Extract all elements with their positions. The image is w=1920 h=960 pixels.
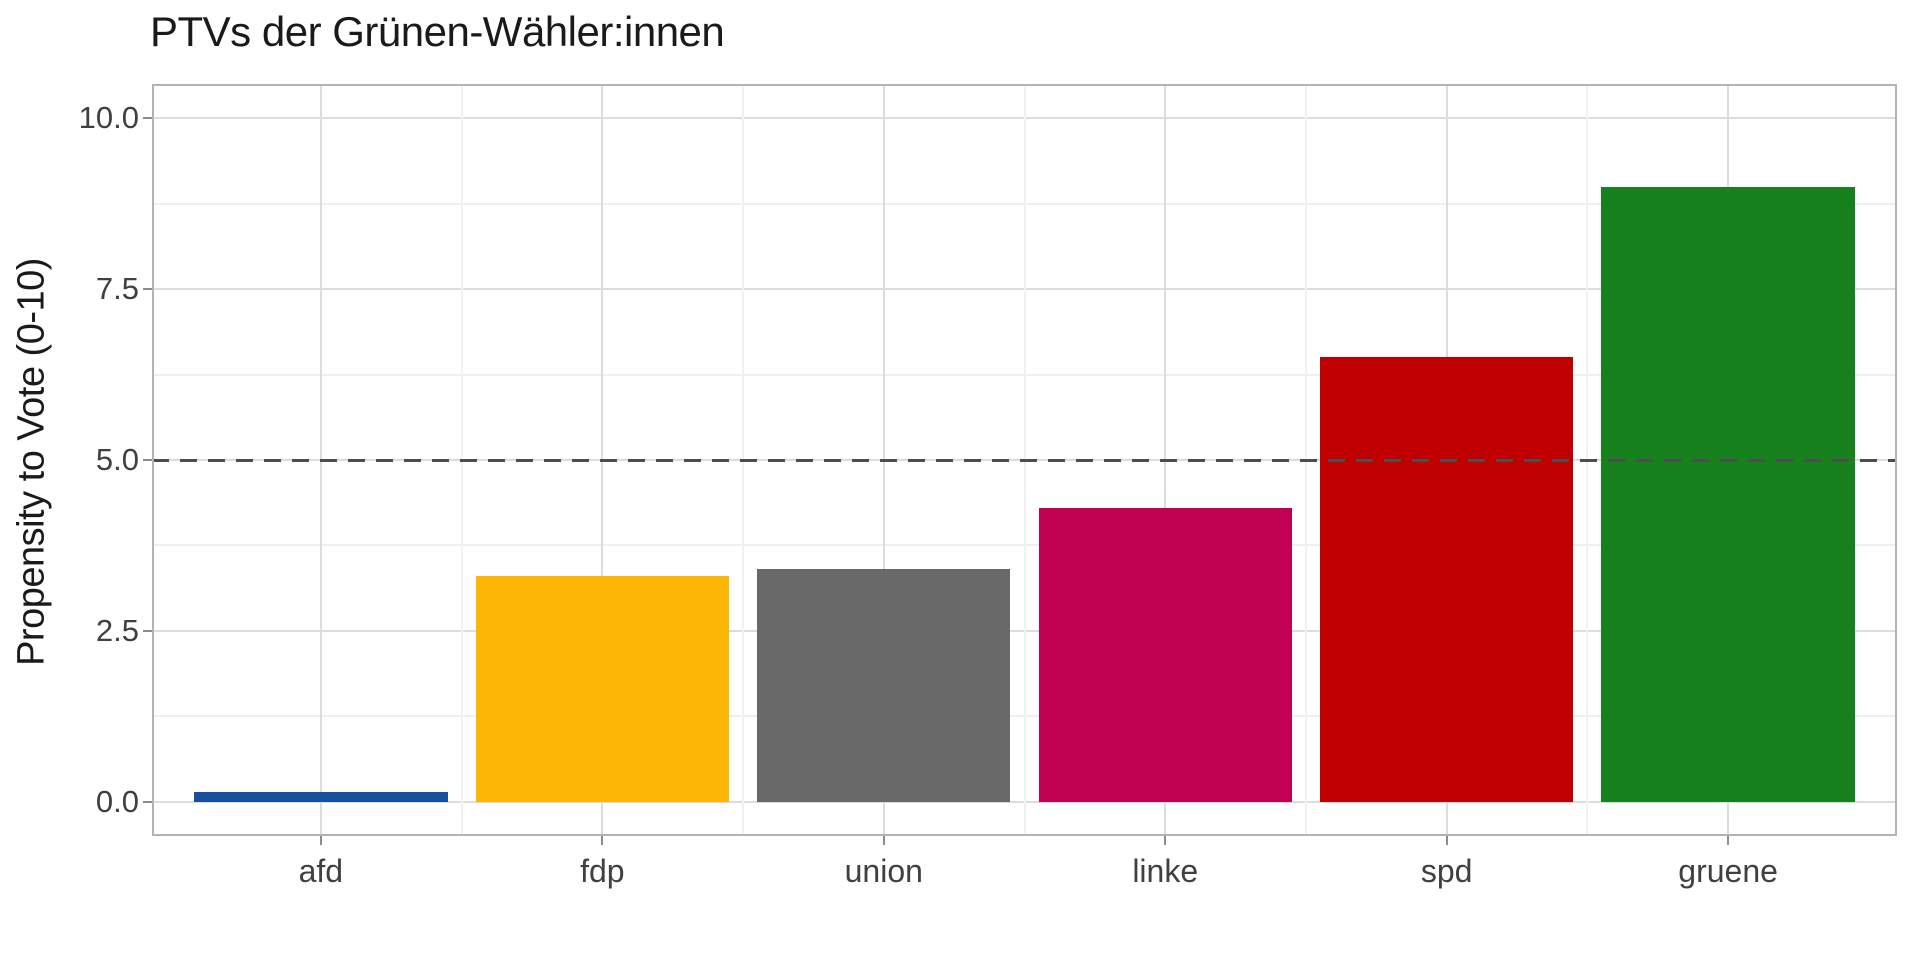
x-tick-label-linke: linke <box>1132 853 1199 889</box>
x-tick-mark-gruene <box>1727 836 1730 845</box>
x-tick-label-afd: afd <box>298 853 344 889</box>
plot-panel <box>152 84 1897 836</box>
chart-title: PTVs der Grünen-Wähler:innen <box>150 8 725 55</box>
x-tick-mark-union <box>882 836 885 845</box>
y-tick-label-10: 10.0 <box>78 100 139 136</box>
bar-linke <box>1038 507 1292 802</box>
x-tick-mark-afd <box>319 836 322 845</box>
bar-gruene <box>1601 186 1855 802</box>
y-tick-label-5: 5.0 <box>95 442 139 477</box>
bar-union <box>757 569 1011 802</box>
x-tick-label-gruene: gruene <box>1678 853 1778 889</box>
bar-fdp <box>475 576 729 802</box>
x-tick-mark-spd <box>1445 836 1448 845</box>
y-tick-mark-0 <box>143 800 152 803</box>
y-tick-mark-10 <box>143 117 152 120</box>
y-tick-label-2.5: 2.5 <box>95 612 139 648</box>
y-tick-mark-7.5 <box>143 288 152 291</box>
x-tick-label-union: union <box>844 853 923 889</box>
y-tick-label-0: 0.0 <box>95 783 139 819</box>
bar-afd <box>194 791 448 802</box>
x-tick-mark-linke <box>1164 836 1167 845</box>
reference-line <box>152 458 1897 462</box>
y-tick-mark-5 <box>143 459 152 461</box>
y-tick-label-7.5: 7.5 <box>95 271 139 307</box>
bar-spd <box>1320 357 1574 802</box>
x-tick-label-spd: spd <box>1420 853 1473 889</box>
y-tick-mark-2.5 <box>143 629 152 632</box>
x-tick-label-fdp: fdp <box>580 853 625 889</box>
x-tick-mark-fdp <box>601 836 604 845</box>
